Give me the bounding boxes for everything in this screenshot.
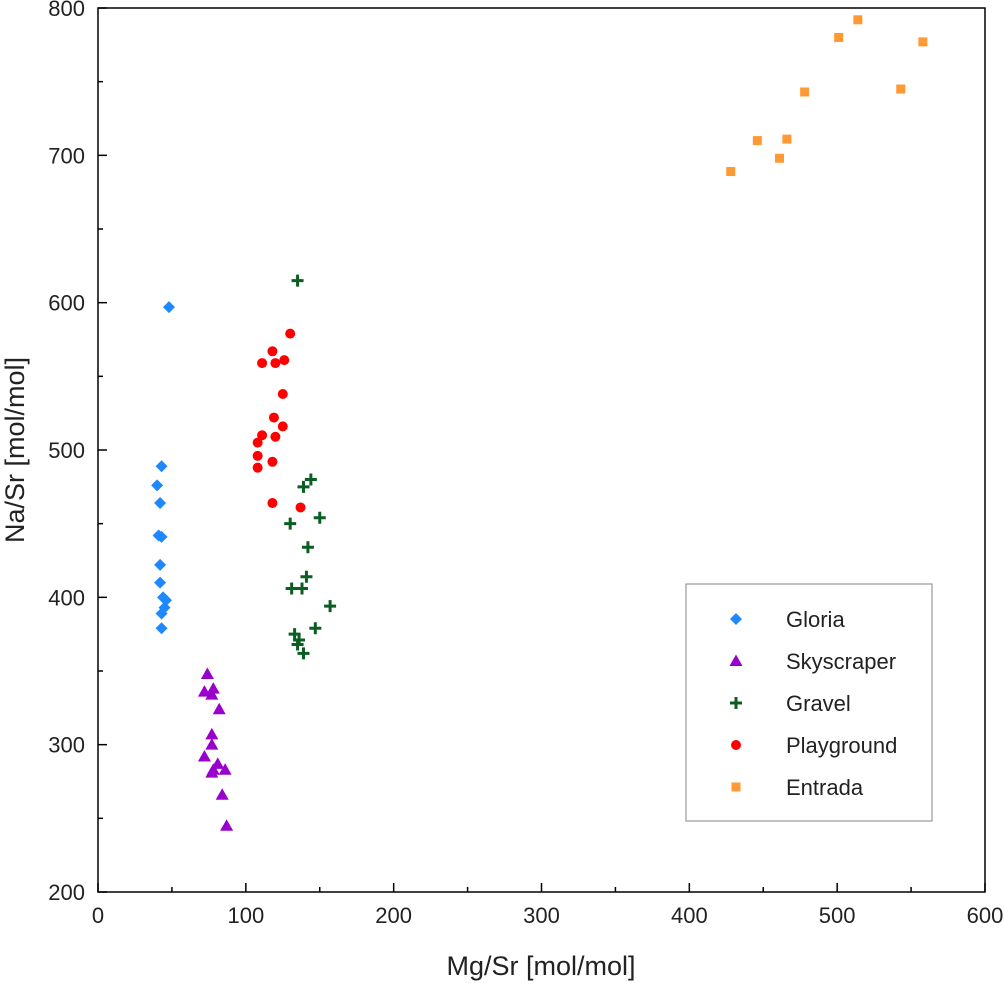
data-point [155, 460, 168, 473]
x-tick-label: 100 [227, 903, 264, 928]
data-point [726, 167, 736, 177]
series-gloria [151, 301, 175, 635]
x-tick-label: 500 [819, 903, 856, 928]
data-point [162, 301, 175, 314]
data-point [834, 32, 844, 42]
x-tick-label: 0 [92, 903, 104, 928]
data-point [215, 788, 229, 800]
data-point [284, 517, 297, 530]
data-point [252, 462, 263, 473]
data-point [155, 622, 168, 635]
data-point [197, 749, 211, 762]
data-point [257, 358, 268, 369]
x-tick-label: 600 [967, 903, 1004, 928]
y-tick-label: 400 [48, 585, 85, 610]
legend: Gloria Skyscraper Gravel Playground Entrada [685, 583, 933, 822]
data-point [257, 430, 268, 441]
legend-marker-skyscraper [729, 654, 743, 666]
data-point [205, 688, 219, 700]
legend-marker-gloria [730, 613, 742, 625]
legend-marker-gravel [730, 697, 742, 709]
data-point [775, 153, 785, 163]
data-point [206, 682, 220, 694]
series-playground [252, 328, 306, 513]
legend-marker-entrada [731, 782, 741, 792]
x-tick-label: 200 [375, 903, 412, 928]
data-point [853, 15, 863, 25]
legend-label: Gloria [786, 607, 845, 632]
y-tick-label: 800 [48, 0, 85, 21]
data-point [324, 600, 337, 613]
data-point [218, 763, 232, 775]
legend-label: Playground [786, 733, 897, 758]
data-point [155, 530, 168, 543]
data-point [752, 136, 762, 146]
data-point [301, 541, 314, 554]
data-point [212, 702, 226, 715]
legend-label: Gravel [786, 691, 851, 716]
series-skyscraper [197, 667, 234, 831]
data-point [270, 431, 281, 442]
series-entrada [726, 15, 928, 177]
y-tick-label: 200 [48, 880, 85, 905]
legend-box [685, 583, 933, 822]
data-point [252, 437, 263, 448]
data-point [154, 576, 167, 589]
data-point [309, 622, 322, 635]
data-point [205, 738, 219, 750]
data-point [267, 346, 278, 357]
data-point [154, 558, 167, 571]
legend-marker-playground [731, 740, 741, 750]
data-point [782, 134, 792, 144]
data-point [295, 502, 306, 513]
data-point [291, 274, 304, 287]
data-points [151, 15, 928, 831]
data-point [200, 667, 214, 679]
y-tick-label: 700 [48, 143, 85, 168]
x-axis-label: Mg/Sr [mol/mol] [446, 951, 635, 981]
y-axis-label: Na/Sr [mol/mol] [0, 357, 30, 543]
data-point [297, 480, 310, 493]
y-tick-label: 500 [48, 438, 85, 463]
data-point [270, 358, 281, 369]
data-point [800, 87, 810, 97]
data-point [154, 497, 167, 510]
data-point [267, 498, 278, 509]
data-point [205, 727, 219, 740]
data-point [277, 389, 288, 400]
data-point [285, 328, 296, 339]
data-point [277, 421, 288, 432]
data-point [220, 819, 234, 831]
series-gravel [284, 274, 337, 660]
data-point [151, 479, 164, 492]
data-point [252, 450, 263, 461]
data-point [285, 582, 298, 595]
data-point [300, 570, 313, 583]
axes: 0 100 200 300 400 500 600 200 300 400 500 600 700 800 [48, 0, 1003, 928]
y-tick-label: 300 [48, 733, 85, 758]
data-point [296, 582, 309, 595]
data-point [267, 456, 278, 467]
data-point [155, 607, 168, 620]
data-point [291, 638, 304, 651]
x-tick-label: 400 [671, 903, 708, 928]
data-point [279, 355, 290, 366]
legend-label: Skyscraper [786, 649, 896, 674]
y-tick-label: 600 [48, 291, 85, 316]
data-point [313, 511, 326, 524]
data-point [205, 766, 219, 778]
x-tick-label: 300 [523, 903, 560, 928]
data-point [918, 37, 928, 47]
data-point [297, 647, 310, 660]
data-point [304, 473, 317, 486]
data-point [896, 84, 906, 94]
data-point [197, 685, 211, 697]
legend-label: Entrada [786, 775, 864, 800]
data-point [268, 412, 279, 423]
